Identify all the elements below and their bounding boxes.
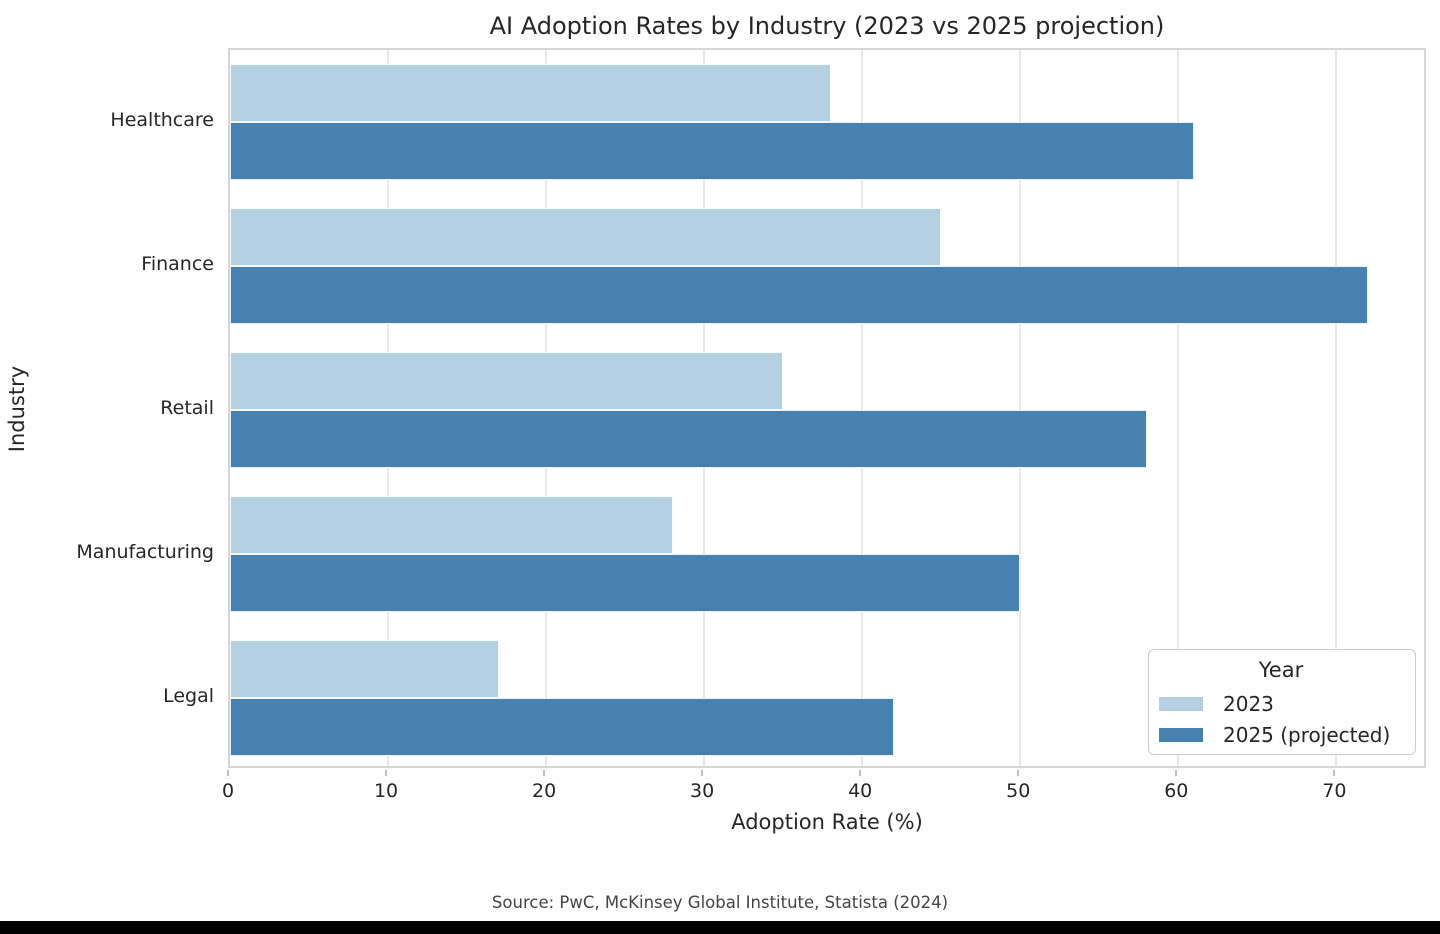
legend-swatch-icon xyxy=(1159,696,1203,711)
x-tickmark-30 xyxy=(701,770,704,776)
gridline-x-50 xyxy=(1019,50,1022,766)
y-tick-label-retail: Retail xyxy=(160,397,214,419)
x-tick-label-60: 60 xyxy=(1164,780,1189,802)
gridline-x-40 xyxy=(861,50,864,766)
x-tick-label-10: 10 xyxy=(373,780,399,802)
source-caption: Source: PwC, McKinsey Global Institute, … xyxy=(491,893,949,912)
x-tickmark-20 xyxy=(543,770,546,776)
bar-healthcare-2025 xyxy=(230,122,1195,180)
legend-entry-2025: 2025 (projected) xyxy=(1159,719,1403,750)
x-tickmark-60 xyxy=(1175,770,1178,776)
legend-label: 2025 (projected) xyxy=(1223,722,1391,747)
x-tickmark-0 xyxy=(227,770,229,776)
x-tickmark-70 xyxy=(1333,770,1336,776)
bottom-black-bar xyxy=(0,921,1440,934)
x-tick-label-40: 40 xyxy=(848,780,873,802)
gridline-x-70 xyxy=(1335,50,1338,766)
bar-healthcare-2023 xyxy=(230,64,831,122)
y-tick-label-finance: Finance xyxy=(141,253,214,275)
gridline-x-60 xyxy=(1177,50,1180,766)
bar-legal-2023 xyxy=(230,640,499,698)
legend-entry-2023: 2023 xyxy=(1159,688,1403,719)
x-axis-title: Adoption Rate (%) xyxy=(731,810,923,834)
y-tick-label-healthcare: Healthcare xyxy=(110,109,214,131)
bar-manufacturing-2023 xyxy=(230,496,673,554)
y-tick-label-manufacturing: Manufacturing xyxy=(76,541,214,563)
x-tickmark-10 xyxy=(385,770,388,776)
legend: Year 2023 2025 (projected) xyxy=(1148,649,1416,755)
bar-finance-2025 xyxy=(230,266,1368,324)
legend-label: 2023 xyxy=(1223,691,1274,716)
plot-area xyxy=(228,48,1426,768)
x-tickmark-40 xyxy=(859,770,862,776)
legend-entries: 2023 2025 (projected) xyxy=(1159,688,1403,750)
x-tick-label-20: 20 xyxy=(532,780,557,802)
x-tick-label-30: 30 xyxy=(690,780,715,802)
bar-legal-2025 xyxy=(230,698,894,756)
bar-retail-2025 xyxy=(230,410,1147,468)
legend-swatch-icon xyxy=(1159,727,1203,742)
x-tick-label-50: 50 xyxy=(1006,780,1031,802)
legend-title: Year xyxy=(1258,658,1304,682)
bar-retail-2023 xyxy=(230,352,784,410)
y-tick-label-legal: Legal xyxy=(163,685,214,707)
x-tickmark-50 xyxy=(1017,770,1020,776)
bar-finance-2023 xyxy=(230,208,942,266)
x-tick-label-0: 0 xyxy=(221,780,235,802)
chart-title: AI Adoption Rates by Industry (2023 vs 2… xyxy=(489,12,1165,40)
x-tick-label-70: 70 xyxy=(1322,780,1347,802)
bar-manufacturing-2025 xyxy=(230,554,1021,612)
